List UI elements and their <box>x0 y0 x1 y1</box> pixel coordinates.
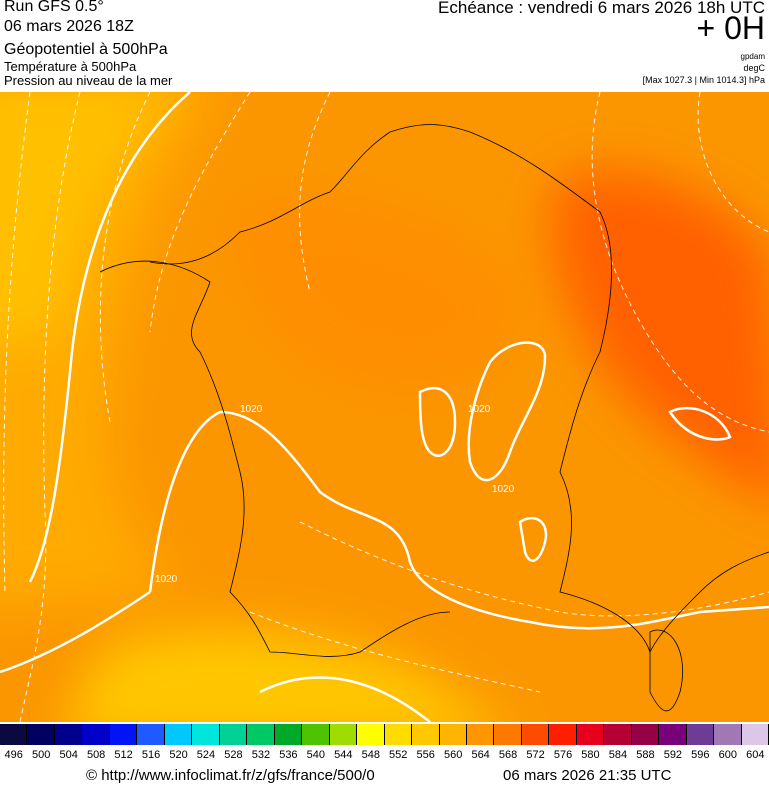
color-scale-cell <box>659 724 687 745</box>
color-scale-label: 544 <box>334 749 353 761</box>
color-scale-cell <box>549 724 577 745</box>
color-scale-cell <box>412 724 440 745</box>
isobar-label: 1020 <box>468 404 491 415</box>
color-scale-label: 584 <box>608 749 628 761</box>
color-scale-cell <box>329 724 358 745</box>
color-scale-cell <box>192 724 220 745</box>
color-scale-label: 496 <box>4 749 23 761</box>
color-scale-cell <box>274 724 303 745</box>
color-scale-cell <box>137 724 165 745</box>
color-scale-label: 524 <box>196 749 216 761</box>
color-scale-cell <box>357 724 385 745</box>
color-scale-cell <box>521 724 550 745</box>
yellow-zone-northwest <box>0 92 174 344</box>
forecast-offset: + 0H <box>696 10 765 46</box>
color-scale-cell <box>247 724 275 745</box>
color-scale-label: 540 <box>306 749 326 761</box>
pressure-minmax: [Max 1027.3 | Min 1014.3] hPa <box>642 75 765 85</box>
color-scale-label: 596 <box>691 749 710 761</box>
field-temperature: Température à 500hPa <box>4 59 137 74</box>
color-scale-label: 516 <box>141 749 161 761</box>
color-scale-label: 512 <box>114 749 133 761</box>
color-scale-cell <box>384 724 413 745</box>
color-scale-label: 560 <box>443 749 463 761</box>
field-pressure: Pression au niveau de la mer <box>4 73 173 88</box>
color-scale-cell <box>0 724 28 745</box>
color-scale-label: 556 <box>416 749 435 761</box>
color-scale-cell <box>631 724 660 745</box>
color-scale-label: 520 <box>169 749 188 761</box>
color-scale-cell <box>439 724 467 745</box>
color-scale-label: 536 <box>279 749 298 761</box>
color-scale-cell <box>466 724 495 745</box>
isobar-label: 1020 <box>155 574 178 585</box>
color-scale-cell <box>54 724 83 745</box>
color-scale-bar <box>0 724 769 745</box>
color-scale-labels: 496 500 504 508 512 516 520 524 528 532 536 540 544 5… <box>0 749 769 763</box>
generated-time: 06 mars 2026 21:35 UTC <box>503 767 672 784</box>
isobar-labels: 1020 1020 1020 1020 <box>155 404 515 585</box>
color-scale-label: 600 <box>718 749 737 761</box>
orange-zone-center <box>230 196 516 392</box>
run-date: 06 mars 2026 18Z <box>4 18 134 35</box>
color-scale-label: 532 <box>251 749 271 761</box>
color-scale-label: 504 <box>59 749 78 761</box>
weather-map[interactable]: 1020 1020 1020 1020 <box>0 92 769 722</box>
echeance: Echéance : vendredi 6 mars 2026 18h UTC <box>438 0 765 17</box>
color-scale-cell <box>27 724 55 745</box>
color-scale-label: 604 <box>746 749 765 761</box>
source-url[interactable]: © http://www.infoclimat.fr/z/gfs/france/… <box>86 767 375 784</box>
run-title: Run GFS 0.5° <box>4 0 104 15</box>
color-scale-cell <box>164 724 193 745</box>
color-scale-label: 564 <box>471 749 490 761</box>
color-scale-cell <box>494 724 522 745</box>
color-scale-label: 500 <box>32 749 51 761</box>
color-scale-cell <box>109 724 138 745</box>
color-scale-cell <box>604 724 632 745</box>
color-scale-cell <box>302 724 330 745</box>
color-scale-label: 576 <box>553 749 573 761</box>
isobars <box>0 92 769 722</box>
color-scale-label: 528 <box>224 749 243 761</box>
color-scale-cell <box>741 724 769 745</box>
color-scale-label: 548 <box>361 749 380 761</box>
field-geopotential: Géopotentiel à 500hPa <box>4 41 168 58</box>
color-scale-label: 568 <box>498 749 518 761</box>
color-scale-cell <box>219 724 248 745</box>
isobar-label: 1020 <box>240 404 263 415</box>
isobar-label: 1020 <box>492 484 515 495</box>
coastline-borders <box>99 124 769 712</box>
color-scale-label: 588 <box>636 749 655 761</box>
color-scale-label: 552 <box>389 749 408 761</box>
unit-gpdam: gpdam <box>740 52 765 61</box>
color-scale-cell <box>576 724 605 745</box>
color-scale-cell <box>686 724 715 745</box>
color-scale-label: 592 <box>663 749 683 761</box>
color-scale-cell <box>714 724 742 745</box>
color-scale-cell <box>82 724 110 745</box>
unit-degc: degC <box>743 63 765 73</box>
yellow-zone-south <box>68 630 492 722</box>
color-scale-label: 508 <box>86 749 106 761</box>
color-scale-label: 572 <box>526 749 545 761</box>
color-scale-label: 580 <box>581 749 600 761</box>
